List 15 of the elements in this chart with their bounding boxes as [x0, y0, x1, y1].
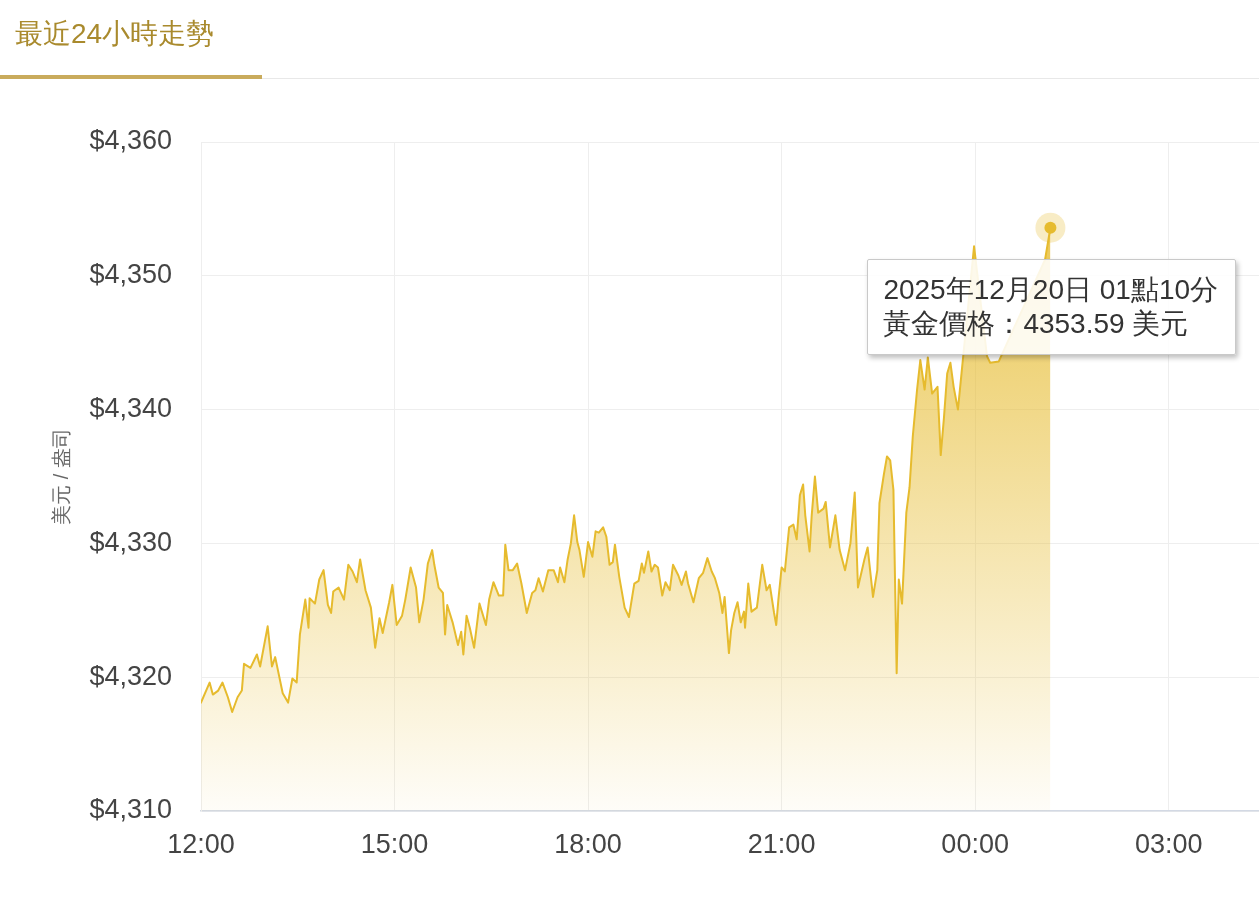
y-tick-label: $4,350: [89, 259, 172, 290]
y-tick-label: $4,330: [89, 526, 172, 557]
x-tick-label: 18:00: [554, 828, 622, 859]
annotation: 2025年12月20日 01點10分黃金價格：4353.59 美元: [867, 258, 1237, 355]
y-axis-title: 美元 / 盎司: [49, 428, 72, 525]
x-tick-label: 03:00: [1134, 828, 1203, 859]
x-tick-label: 15:00: [360, 828, 429, 859]
chart-title: 最近24小時走勢: [15, 17, 215, 51]
y-tick-label: $4,340: [89, 393, 172, 424]
x-tick-label: 21:00: [747, 828, 816, 859]
y-tick-label: $4,360: [89, 125, 172, 156]
y-tick-label: $4,310: [89, 794, 172, 825]
x-tick-label: 00:00: [941, 828, 1009, 859]
y-tick-label: $4,320: [89, 660, 172, 691]
x-tick-label: 12:00: [167, 828, 235, 859]
